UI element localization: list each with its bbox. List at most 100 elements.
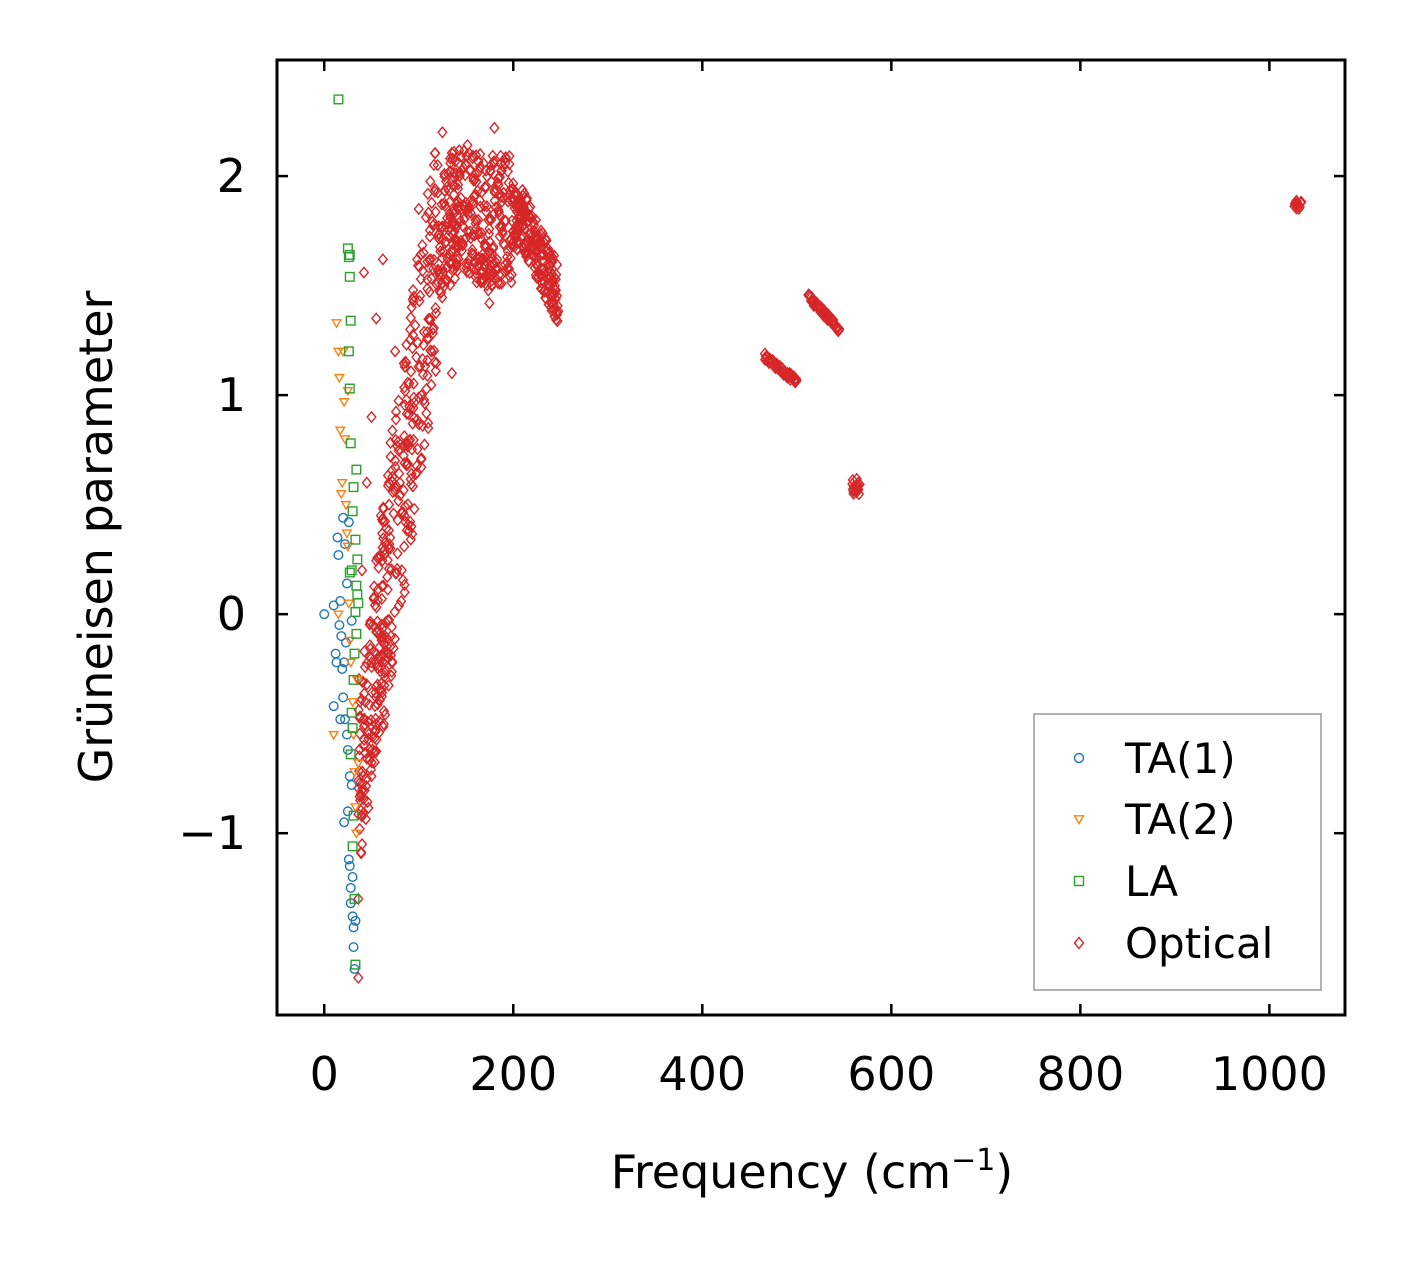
optical-band-point <box>439 167 450 181</box>
optical-band-point <box>548 249 560 262</box>
optical-band-point <box>396 564 407 577</box>
optical-point <box>815 305 826 319</box>
optical-point <box>399 586 410 599</box>
ta1-point <box>345 882 356 893</box>
legend-marker-la <box>1073 875 1085 887</box>
optical-band-point <box>370 686 381 700</box>
optical-band-point <box>369 699 381 713</box>
optical-band-point <box>375 650 386 663</box>
la-point <box>352 554 363 565</box>
optical-band-point <box>354 750 365 763</box>
optical-band-point <box>420 211 432 224</box>
optical-band-point <box>517 219 528 233</box>
optical-band-point <box>471 175 482 189</box>
la-point <box>348 810 359 821</box>
optical-band-point <box>433 228 444 242</box>
ta2-point <box>334 426 346 436</box>
optical-band-point <box>410 467 422 481</box>
ta2-point <box>332 610 344 620</box>
y-tick-label: 1 <box>217 368 246 422</box>
optical-band-point <box>418 393 430 407</box>
y-tick-label: 0 <box>217 587 246 641</box>
x-tick-label: 200 <box>469 1047 557 1101</box>
optical-band-point <box>496 164 507 177</box>
optical-band-point <box>390 413 402 426</box>
optical-band-point <box>484 296 495 310</box>
la-point <box>344 249 355 260</box>
optical-cluster-point <box>804 289 816 303</box>
x-tick-label: 400 <box>658 1047 746 1101</box>
optical-band-point <box>416 389 427 402</box>
optical-band-point <box>371 745 382 758</box>
ta2-point <box>328 730 340 741</box>
optical-cluster-point <box>818 309 829 323</box>
optical-band-point <box>475 276 487 289</box>
optical-point <box>470 213 481 227</box>
optical-band-point <box>411 350 422 364</box>
legend-label-ta2: TA(2) <box>1124 795 1236 844</box>
optical-band-point <box>390 405 402 418</box>
optical-band-point <box>378 704 390 718</box>
optical-band-point <box>426 378 437 392</box>
la-point <box>346 565 357 576</box>
optical-band-point <box>382 570 393 584</box>
optical-band-point <box>359 645 370 658</box>
optical-band-point <box>527 229 538 242</box>
optical-band-point <box>493 203 504 217</box>
optical-cluster-point <box>851 472 862 486</box>
optical-cluster-point <box>811 296 822 309</box>
optical-band-point <box>504 149 515 163</box>
optical-band-point <box>370 718 382 731</box>
optical-band-point <box>445 248 456 262</box>
optical-cluster-point <box>847 483 859 496</box>
optical-band-point <box>435 245 446 258</box>
optical-band-point <box>382 583 393 596</box>
optical-band-point <box>452 182 464 195</box>
ta1-point <box>340 714 351 725</box>
optical-band-point <box>475 200 486 213</box>
optical-band-point <box>497 227 508 240</box>
optical-band-point <box>397 573 409 587</box>
optical-band-point <box>428 253 440 267</box>
la-point <box>345 438 356 449</box>
plot-frame <box>275 58 1347 1017</box>
optical-band-point <box>428 344 440 358</box>
x-tick-label: 600 <box>847 1047 935 1101</box>
optical-band-point <box>376 618 387 632</box>
optical-band-point <box>385 436 396 449</box>
x-axis-label-superscript: −1 <box>951 1143 995 1178</box>
optical-band-point <box>519 222 530 235</box>
ta2-point <box>341 529 353 539</box>
optical-point <box>408 290 420 303</box>
optical-band-point <box>473 213 484 227</box>
ta2-point <box>335 489 347 500</box>
axis-ticks: 0 200 400 600 800 1000 −1 0 1 2 <box>178 60 1345 1101</box>
ta2-point <box>352 759 364 769</box>
optical-band-point <box>485 175 497 188</box>
optical-point <box>404 399 415 413</box>
ta2-point <box>336 479 348 489</box>
optical-point <box>805 294 817 308</box>
optical-band-point <box>414 289 426 303</box>
la-point <box>345 315 356 326</box>
optical-band-point <box>405 365 417 378</box>
la-point <box>343 346 354 357</box>
optical-band-point <box>425 175 436 188</box>
optical-band-point <box>424 253 435 267</box>
optical-band-point <box>445 156 456 170</box>
optical-band-point <box>467 198 479 211</box>
optical-band-point <box>383 613 395 627</box>
x-tick-label: 0 <box>310 1047 339 1101</box>
optical-band-point <box>424 223 436 237</box>
optical-band-point <box>406 467 417 481</box>
optical-cluster-point <box>807 294 818 308</box>
optical-band-point <box>364 650 375 664</box>
ta1-point <box>350 915 361 926</box>
optical-cluster-point <box>828 318 839 332</box>
optical-point <box>375 509 387 522</box>
optical-band-point <box>398 449 409 462</box>
optical-band-point <box>412 336 424 349</box>
optical-band-point <box>417 238 428 252</box>
